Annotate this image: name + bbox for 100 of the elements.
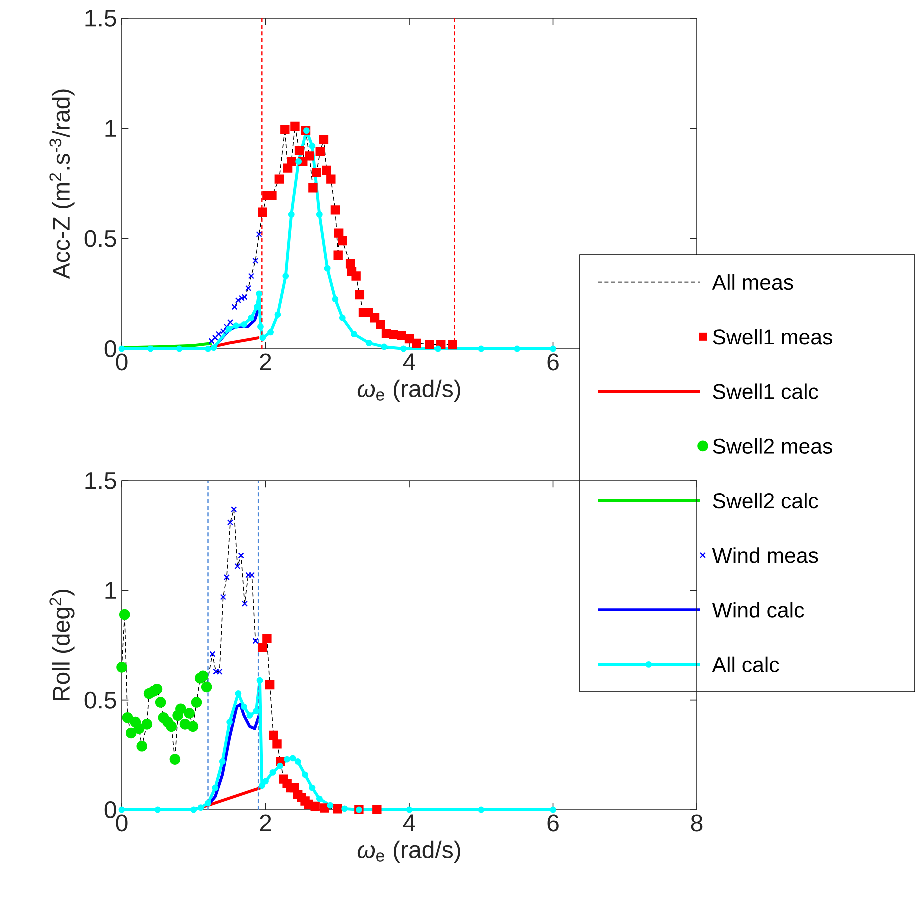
point bbox=[248, 273, 254, 280]
y-tick-label: 1.5 bbox=[86, 472, 116, 490]
point bbox=[205, 800, 212, 807]
point bbox=[256, 231, 262, 238]
point bbox=[245, 285, 252, 292]
x-tick-label: 2 bbox=[260, 814, 272, 832]
point bbox=[242, 600, 248, 607]
point bbox=[319, 135, 329, 144]
point bbox=[252, 638, 259, 644]
point bbox=[119, 609, 130, 620]
point bbox=[304, 128, 310, 134]
point bbox=[248, 314, 255, 322]
x-tick-label: 6 bbox=[548, 354, 559, 371]
point bbox=[550, 806, 556, 814]
point bbox=[339, 314, 346, 322]
point bbox=[154, 806, 162, 814]
point bbox=[224, 324, 230, 330]
point bbox=[350, 331, 358, 338]
point bbox=[213, 668, 220, 675]
point bbox=[118, 346, 126, 352]
point bbox=[226, 326, 232, 332]
x-tick-label: 6 bbox=[548, 814, 559, 832]
point bbox=[136, 740, 148, 752]
point bbox=[240, 704, 248, 710]
point bbox=[210, 651, 216, 658]
point bbox=[333, 804, 342, 814]
point bbox=[265, 680, 275, 690]
point bbox=[258, 324, 264, 330]
point bbox=[282, 273, 290, 280]
point bbox=[227, 520, 234, 526]
y-tick-label: 0 bbox=[104, 340, 116, 358]
point bbox=[118, 806, 126, 814]
point bbox=[448, 340, 458, 350]
point bbox=[352, 272, 361, 281]
point bbox=[324, 265, 331, 272]
point bbox=[287, 157, 296, 166]
point bbox=[312, 168, 322, 178]
point bbox=[252, 258, 259, 264]
point bbox=[205, 346, 212, 352]
y-tick-label: 1 bbox=[106, 120, 116, 137]
point bbox=[316, 211, 323, 218]
point bbox=[191, 697, 202, 708]
legend-label: Swell1 calc bbox=[713, 384, 818, 400]
point bbox=[320, 804, 330, 813]
point bbox=[310, 802, 320, 812]
point bbox=[152, 684, 163, 695]
point bbox=[258, 208, 268, 217]
point bbox=[308, 184, 318, 193]
point bbox=[284, 756, 291, 763]
legend-label: All calc bbox=[712, 656, 780, 673]
point bbox=[376, 320, 386, 330]
point bbox=[246, 712, 254, 719]
point bbox=[233, 322, 240, 330]
x-axis-title: ω$_{e}$ (rad/s) bbox=[358, 840, 460, 864]
point bbox=[210, 344, 218, 352]
point bbox=[327, 802, 334, 809]
point bbox=[290, 122, 300, 132]
point bbox=[338, 236, 348, 246]
point bbox=[316, 147, 325, 156]
point bbox=[235, 297, 242, 304]
point bbox=[478, 346, 485, 352]
point bbox=[235, 690, 242, 697]
point bbox=[212, 784, 219, 792]
point bbox=[249, 572, 256, 578]
point bbox=[309, 143, 316, 150]
y-tick-label: 0.5 bbox=[84, 692, 116, 709]
point bbox=[238, 552, 244, 559]
point bbox=[389, 330, 398, 340]
point bbox=[155, 697, 166, 708]
point bbox=[166, 721, 177, 732]
point bbox=[330, 206, 340, 215]
point bbox=[334, 228, 344, 238]
point bbox=[231, 506, 238, 513]
y-axis-title: Roll (deg$^{2}$) bbox=[50, 590, 75, 701]
x-tick-label: 4 bbox=[403, 354, 416, 370]
point bbox=[134, 723, 145, 734]
legend-label: Swell2 calc bbox=[713, 492, 818, 509]
point bbox=[268, 329, 274, 336]
point bbox=[188, 721, 199, 732]
y-tick-label: 0 bbox=[104, 801, 116, 818]
point bbox=[400, 346, 407, 352]
legend-label: Wind meas bbox=[712, 548, 818, 564]
point bbox=[294, 758, 302, 765]
point bbox=[256, 290, 262, 298]
point bbox=[184, 708, 195, 719]
point bbox=[280, 125, 290, 134]
legend-label: All meas bbox=[712, 274, 794, 290]
point bbox=[304, 152, 314, 161]
point bbox=[227, 320, 234, 326]
point bbox=[224, 574, 230, 581]
point bbox=[309, 784, 316, 792]
point bbox=[514, 346, 521, 352]
point bbox=[245, 572, 252, 578]
point bbox=[220, 594, 226, 600]
point bbox=[238, 295, 246, 302]
point bbox=[326, 174, 336, 184]
y-tick-label: 0.5 bbox=[84, 230, 116, 248]
point bbox=[334, 250, 343, 260]
point bbox=[176, 346, 183, 352]
x-tick-label: 8 bbox=[691, 814, 703, 832]
